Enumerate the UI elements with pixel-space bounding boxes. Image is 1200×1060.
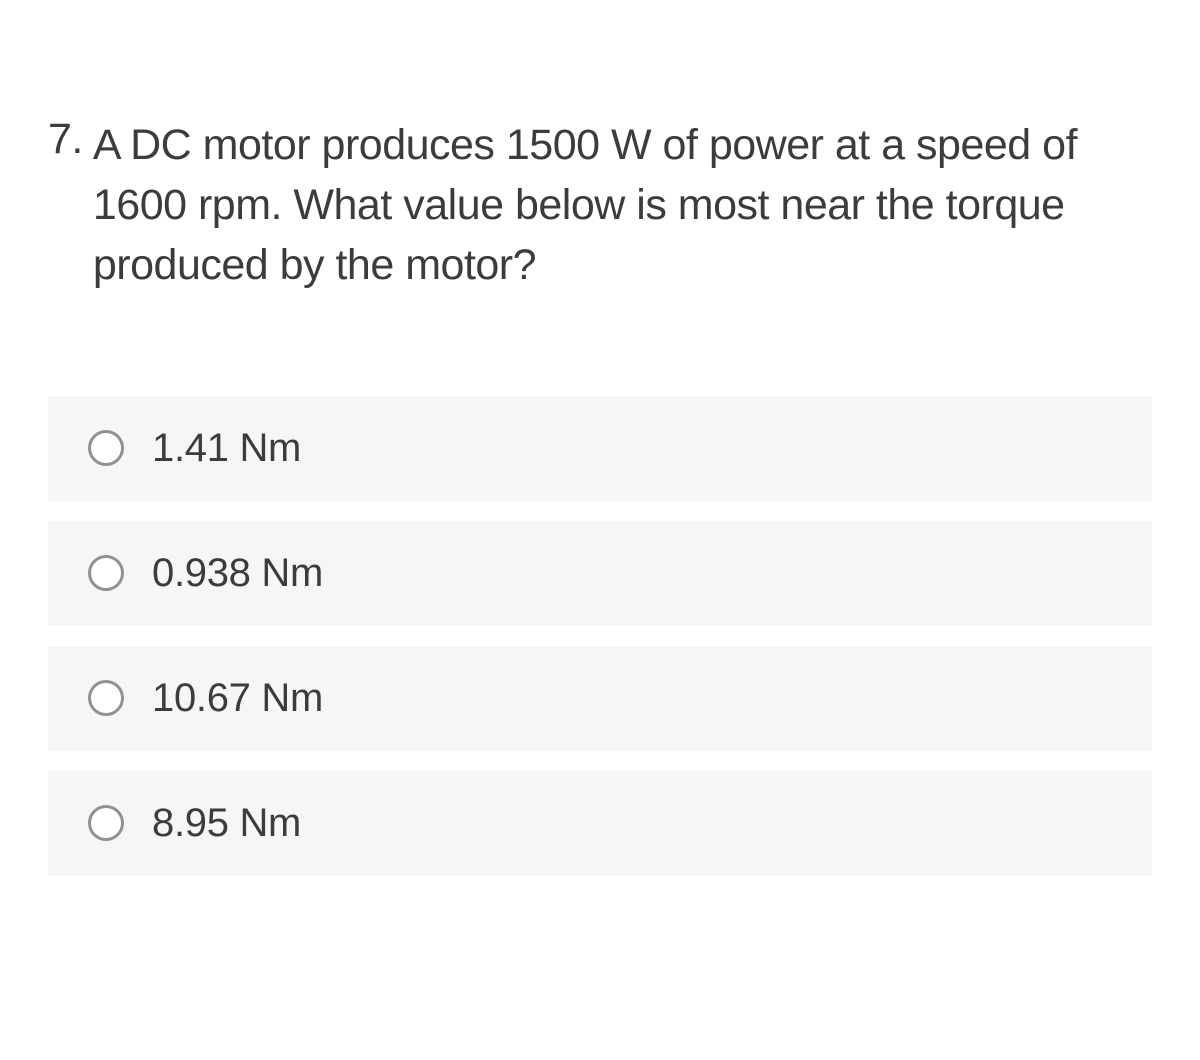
question-number: 7. [48, 115, 83, 164]
option-label: 0.938 Nm [152, 551, 323, 596]
option-3[interactable]: 10.67 Nm [48, 646, 1152, 751]
question-text: A DC motor produces 1500 W of power at a… [93, 115, 1152, 296]
option-label: 8.95 Nm [152, 801, 301, 846]
radio-icon [88, 680, 124, 716]
option-label: 10.67 Nm [152, 676, 323, 721]
radio-icon [88, 805, 124, 841]
question-block: 7. A DC motor produces 1500 W of power a… [48, 115, 1152, 296]
quiz-container: 7. A DC motor produces 1500 W of power a… [0, 0, 1200, 876]
option-2[interactable]: 0.938 Nm [48, 521, 1152, 626]
option-1[interactable]: 1.41 Nm [48, 396, 1152, 501]
option-label: 1.41 Nm [152, 426, 301, 471]
option-4[interactable]: 8.95 Nm [48, 771, 1152, 876]
radio-icon [88, 555, 124, 591]
options-list: 1.41 Nm 0.938 Nm 10.67 Nm 8.95 Nm [48, 396, 1152, 876]
radio-icon [88, 430, 124, 466]
